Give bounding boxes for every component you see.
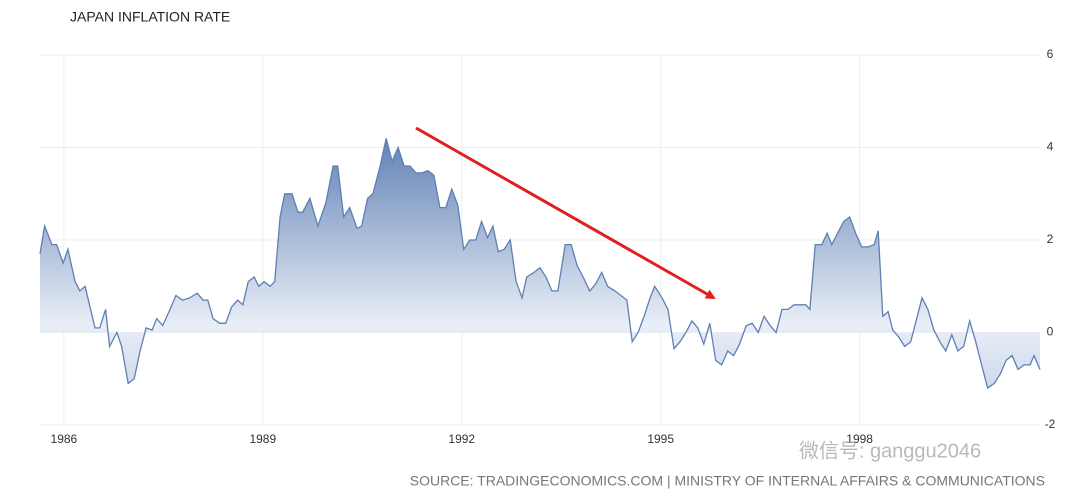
x-tick-label: 1992 (448, 432, 475, 446)
chart-title: JAPAN INFLATION RATE (70, 9, 230, 25)
source-note: SOURCE: TRADINGECONOMICS.COM | MINISTRY … (410, 473, 1045, 489)
y-tick-label: -2 (1045, 417, 1056, 431)
trend-arrow (415, 126, 716, 300)
area-fill (40, 138, 1040, 388)
x-tick-label: 1998 (846, 432, 873, 446)
x-tick-label: 1986 (51, 432, 78, 446)
y-tick-label: 4 (1047, 140, 1054, 154)
y-tick-label: 6 (1047, 47, 1054, 61)
y-tick-label: 2 (1047, 232, 1054, 246)
x-tick-label: 1995 (647, 432, 674, 446)
x-tick-label: 1989 (249, 432, 276, 446)
y-tick-label: 0 (1047, 325, 1054, 339)
area-line (39, 138, 1041, 390)
watermark: 微信号: ganggu2046 (799, 439, 981, 462)
plot-area: -2 0 2 4 6 1986 1989 1992 1995 1998 (39, 47, 1056, 446)
